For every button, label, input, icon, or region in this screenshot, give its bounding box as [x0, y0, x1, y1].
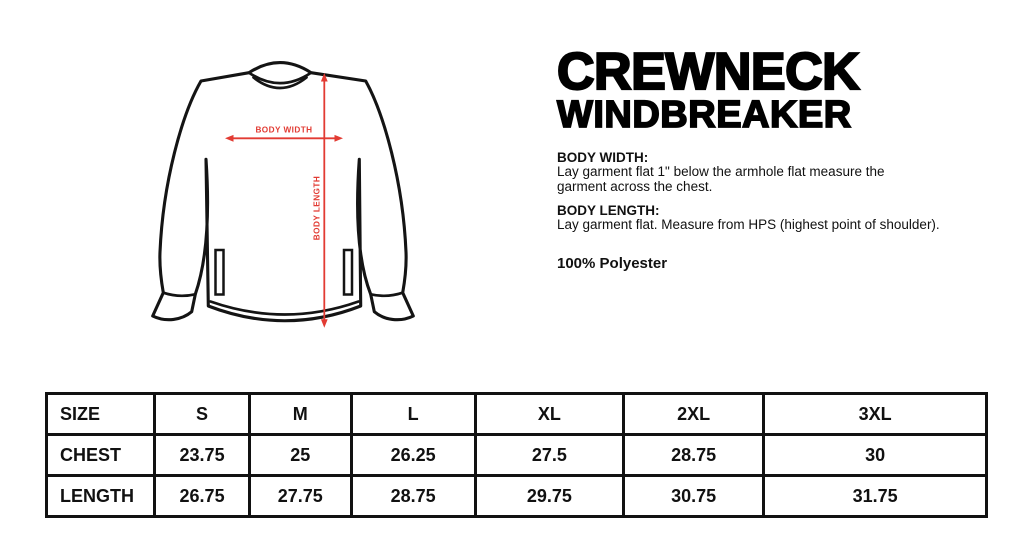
table-cell: 28.75 [349, 474, 477, 518]
cuff-seam-left [161, 291, 197, 298]
header-cell-l: L [349, 392, 477, 436]
header-cell-size: SIZE [44, 392, 157, 436]
body-width-arrow: BODY WIDTH [225, 126, 343, 142]
header-cell-m: M [248, 392, 353, 436]
body-width-label: BODY WIDTH [255, 126, 312, 135]
body-width-description: Lay garment flat 1" below the armhole fl… [557, 164, 885, 194]
body-width-section: BODY WIDTH: Lay garment flat 1" below th… [557, 151, 902, 194]
header-cell-2xl: 2XL [622, 392, 766, 436]
garment-measurement-diagram: BODY WIDTH BODY LENGTH [130, 30, 490, 360]
table-cell: 31.75 [762, 474, 988, 518]
table-cell: 23.75 [153, 433, 252, 477]
table-cell: 30.75 [622, 474, 766, 518]
row-label-chest: CHEST [44, 433, 157, 477]
header-cell-xl: XL [473, 392, 626, 436]
cuff-seam-right [369, 291, 405, 298]
table-row-chest: CHEST 23.75 25 26.25 27.5 28.75 30 [44, 433, 988, 477]
table-cell: 28.75 [622, 433, 766, 477]
body-length-arrow: BODY LENGTH [313, 73, 328, 328]
table-cell: 27.5 [473, 433, 626, 477]
table-cell: 27.75 [248, 474, 353, 518]
header-cell-s: S [153, 392, 252, 436]
product-title-line2: WINDBREAKER [556, 94, 852, 136]
row-label-length: LENGTH [44, 474, 157, 518]
crewneck-illustration: BODY WIDTH BODY LENGTH [151, 61, 415, 328]
collar-ribbing-lines [247, 71, 313, 90]
table-cell: 30 [762, 433, 988, 477]
table-cell: 26.75 [153, 474, 252, 518]
material-note: 100% Polyester [557, 254, 668, 272]
body-length-heading: BODY LENGTH: [557, 203, 660, 218]
garment-outline [151, 61, 415, 323]
body-length-label: BODY LENGTH [313, 176, 322, 240]
product-title-line1: CREWNECK [556, 43, 861, 101]
table-cell: 26.25 [349, 433, 477, 477]
sizing-table: SIZE S M L XL 2XL 3XL CHEST 23.75 25 26.… [44, 392, 988, 518]
body-width-heading: BODY WIDTH: [557, 150, 649, 165]
body-length-section: BODY LENGTH: Lay garment flat. Measure f… [557, 204, 987, 233]
body-length-description: Lay garment flat. Measure from HPS (high… [557, 217, 940, 232]
hem-inner-line [209, 300, 360, 316]
pocket-slit-left [214, 248, 225, 296]
table-header-row: SIZE S M L XL 2XL 3XL [44, 392, 988, 436]
product-details: CREWNECK WINDBREAKER BODY WIDTH: Lay gar… [556, 43, 987, 272]
table-cell: 29.75 [473, 474, 626, 518]
pocket-slit-right [342, 248, 354, 296]
table-cell: 25 [248, 433, 353, 477]
header-cell-3xl: 3XL [762, 392, 988, 436]
table-row-length: LENGTH 26.75 27.75 28.75 29.75 30.75 31.… [44, 474, 988, 518]
